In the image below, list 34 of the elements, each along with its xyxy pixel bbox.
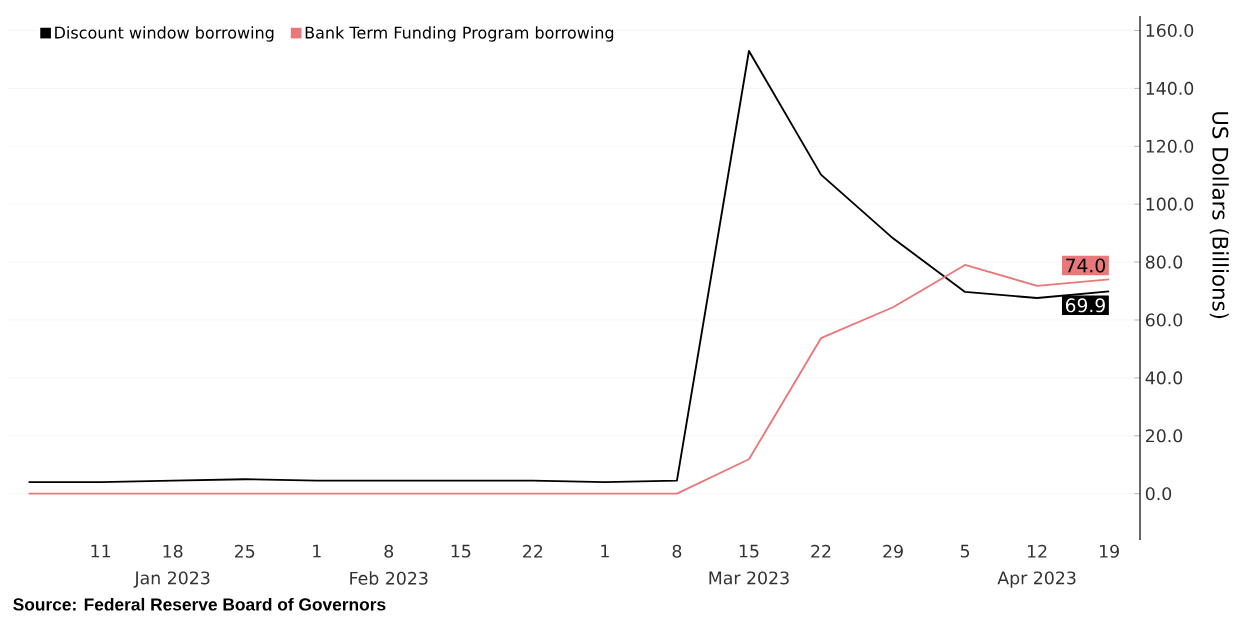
x-tick-label: 8 [672, 544, 682, 558]
text: Apr 2023 [997, 571, 1076, 588]
x-tick-label: 22 [523, 544, 543, 558]
x-tick-label: 11 [91, 544, 111, 558]
y-tick-label: 100.0 [1146, 197, 1194, 211]
x-tick-label: 5 [960, 544, 970, 558]
x-tick-label: 22 [811, 544, 831, 558]
x-tick-label: 19 [1100, 544, 1119, 558]
x-tick-label: 1 [313, 544, 321, 558]
y-tick-label: 0.0 [1145, 487, 1172, 501]
x-tick-label: 15 [739, 544, 759, 558]
y-tick-label: 140.0 [1146, 81, 1194, 95]
y-tick-label: 60.0 [1145, 313, 1183, 327]
source-note: Source: Federal Reserve Board of Governors [13, 597, 386, 611]
legend-label: Bank Term Funding Program borrowing [305, 26, 614, 42]
x-tick-label: 1 [601, 544, 609, 558]
x-tick-label: 8 [384, 544, 394, 558]
y-tick-label: 40.0 [1145, 371, 1183, 385]
text: Mar 2023 [709, 571, 789, 585]
text: Jan 2023 [133, 571, 210, 588]
x-tick-label: 12 [1027, 544, 1047, 558]
data-label: 74.0 [1066, 258, 1105, 273]
y-tick-label: 120.0 [1146, 139, 1194, 153]
data-label: 69.9 [1065, 298, 1105, 313]
y-tick-label: 20.0 [1146, 429, 1183, 443]
y-tick-label: 160.0 [1146, 23, 1194, 38]
y-axis-title: US Dollars (Billions) [1209, 112, 1229, 319]
x-tick-label: 29 [883, 544, 903, 558]
y-tick-label: 80.0 [1145, 255, 1183, 269]
text: Feb 2023 [350, 571, 428, 585]
x-tick-label: 18 [163, 544, 183, 558]
x-tick-label: 15 [451, 544, 471, 558]
x-tick-label: 25 [234, 544, 255, 558]
legend-label: Discount window borrowing [55, 26, 274, 42]
